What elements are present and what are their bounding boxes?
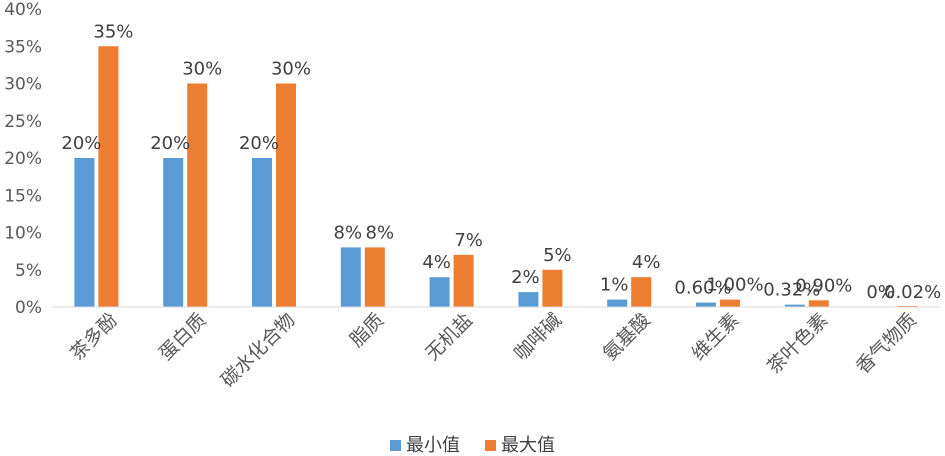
- y-tick-label: 20%: [4, 149, 42, 169]
- data-label-max: 7%: [454, 230, 483, 251]
- bar-min[interactable]: [607, 299, 628, 307]
- data-label-max: 1.00%: [706, 275, 763, 296]
- y-axis: 0% 5% 10% 15% 20% 25% 30% 35% 40%: [4, 0, 42, 318]
- x-tick-label: 无机盐: [421, 309, 477, 365]
- legend-swatch-max: [485, 440, 496, 451]
- data-label-max: 0.90%: [795, 275, 852, 296]
- bar-max[interactable]: [720, 299, 740, 307]
- data-label-max: 4%: [632, 252, 661, 273]
- data-label-max: 5%: [543, 245, 572, 266]
- bars: [74, 46, 918, 308]
- bar-min[interactable]: [74, 158, 95, 307]
- x-axis: 茶多酚 蛋白质 碳水化合物 脂质 无机盐 咖啡碱 氨基酸 维生素 茶叶色素 香气物质: [52, 306, 940, 392]
- data-label-min: 1%: [600, 275, 629, 296]
- bar-min[interactable]: [252, 158, 272, 307]
- y-tick-label: 0%: [15, 298, 42, 318]
- data-label-min: 4%: [422, 252, 451, 273]
- bar-max[interactable]: [98, 46, 119, 307]
- x-tick-label: 氨基酸: [599, 309, 655, 365]
- data-label-min: 2%: [511, 267, 540, 288]
- bar-min[interactable]: [429, 277, 450, 307]
- data-label-min: 20%: [239, 133, 279, 154]
- data-label-max: 35%: [93, 21, 133, 42]
- x-tick-label: 蛋白质: [155, 309, 211, 365]
- x-tick-label: 茶多酚: [66, 309, 122, 365]
- bar-max[interactable]: [808, 300, 829, 307]
- x-tick-label: 香气物质: [852, 309, 921, 378]
- y-tick-label: 25%: [4, 112, 42, 132]
- data-label-min: 20%: [61, 133, 101, 154]
- data-label-min: 8%: [334, 222, 363, 243]
- bar-max[interactable]: [276, 83, 296, 308]
- legend: 最小值 最大值: [390, 435, 555, 456]
- bar-max[interactable]: [364, 247, 385, 307]
- data-label-min: 0.32%: [763, 280, 820, 301]
- data-label-max: 0.02%: [884, 282, 941, 303]
- data-label-max: 30%: [271, 59, 311, 80]
- bar-max[interactable]: [187, 83, 208, 308]
- x-tick-label: 咖啡碱: [510, 309, 566, 365]
- legend-item-max[interactable]: 最大值: [485, 435, 555, 456]
- y-tick-label: 15%: [4, 186, 42, 206]
- y-tick-label: 10%: [4, 224, 42, 244]
- data-label-min: 0%: [866, 282, 895, 303]
- y-tick-label: 30%: [4, 75, 42, 95]
- legend-swatch-min: [390, 440, 401, 451]
- x-tick-label: 维生素: [688, 309, 744, 365]
- legend-label-min: 最小值: [406, 435, 460, 456]
- x-tick-label: 碳水化合物: [217, 309, 300, 392]
- bar-min[interactable]: [340, 247, 361, 307]
- bar-min[interactable]: [163, 158, 184, 307]
- bar-min[interactable]: [518, 292, 539, 307]
- bar-max[interactable]: [453, 254, 474, 307]
- y-tick-label: 35%: [4, 37, 42, 57]
- bar-max[interactable]: [631, 277, 652, 307]
- x-tick-label: 脂质: [346, 309, 388, 351]
- data-labels: 20%35%20%30%20%30%8% 8%4%7%2%5%1%4%0.60%1…: [61, 21, 941, 303]
- x-tick-label: 茶叶色素: [763, 309, 832, 378]
- bar-min[interactable]: [696, 302, 716, 307]
- data-label-max: 30%: [182, 59, 222, 80]
- bar-max[interactable]: [542, 269, 563, 307]
- legend-item-min[interactable]: 最小值: [390, 435, 460, 456]
- y-tick-label: 5%: [15, 261, 42, 281]
- y-tick-label: 40%: [4, 0, 42, 20]
- data-label-max: 8%: [366, 222, 395, 243]
- bar-min[interactable]: [784, 304, 805, 307]
- legend-label-max: 最大值: [501, 435, 555, 456]
- data-label-min: 0.60%: [674, 278, 731, 299]
- data-label-min: 20%: [150, 133, 190, 154]
